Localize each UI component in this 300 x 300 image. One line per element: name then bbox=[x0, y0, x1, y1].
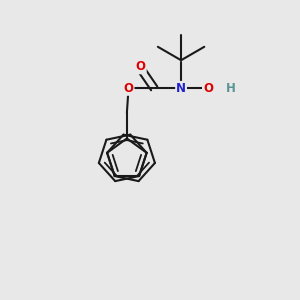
Text: N: N bbox=[176, 82, 186, 95]
Text: H: H bbox=[226, 82, 236, 95]
Text: O: O bbox=[203, 82, 213, 95]
Text: O: O bbox=[136, 60, 146, 73]
Text: O: O bbox=[124, 82, 134, 95]
